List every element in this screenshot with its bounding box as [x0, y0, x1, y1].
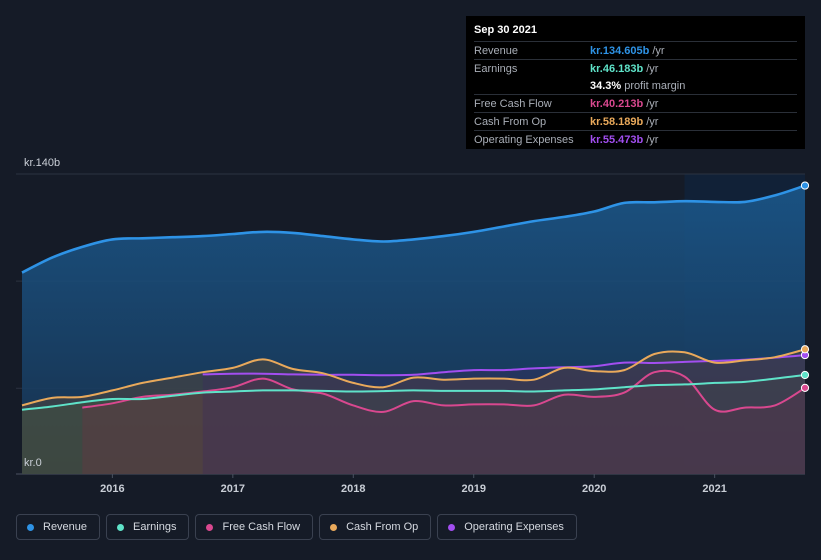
legend-item-revenue[interactable]: Revenue — [16, 514, 101, 540]
legend-label: Free Cash Flow — [222, 521, 301, 533]
free-cash-flow-line — [82, 369, 806, 413]
x-tick-label: 2019 — [461, 483, 485, 495]
tooltip-row: 34.3% profit margin — [474, 77, 797, 94]
earnings-line — [21, 374, 806, 411]
legend-label: Cash From Op — [346, 521, 419, 533]
legend-dot-icon — [117, 523, 125, 531]
free-cash-flow-area — [82, 370, 806, 474]
cash-from-op-end-dot — [800, 345, 810, 354]
series-lines — [21, 184, 806, 413]
y-axis-bottom-label: kr.0 — [24, 457, 42, 469]
tooltip-row-unit: /yr — [646, 133, 659, 146]
tooltip-row-unit: profit margin — [624, 79, 686, 92]
chart: kr.140b kr.0 2016 2017 2018 2019 2020 2021 — [16, 157, 810, 495]
tooltip-row-value: 34.3% — [590, 79, 622, 92]
tooltip-row: Revenue kr.134.605b/yr — [474, 41, 797, 59]
tooltip-row-unit: /yr — [646, 97, 659, 110]
tooltip-row-label: Earnings — [474, 62, 518, 75]
legend: Revenue Earnings Free Cash Flow Cash From O… — [16, 514, 577, 540]
x-tick-label: 2017 — [221, 483, 245, 495]
tooltip-row-label: Revenue — [474, 44, 519, 57]
legend-item-operating-expenses[interactable]: Operating Expenses — [437, 514, 577, 540]
legend-label: Operating Expenses — [464, 521, 564, 533]
tooltip-row: Cash From Op kr.58.189b/yr — [474, 112, 797, 130]
operating-expenses-line — [202, 354, 806, 377]
legend-item-free-cash-flow[interactable]: Free Cash Flow — [195, 514, 314, 540]
tooltip-row-value: kr.40.213b — [590, 97, 644, 110]
revenue-end-dot — [800, 181, 810, 190]
x-tick-label: 2020 — [582, 483, 606, 495]
x-tick-label: 2018 — [341, 483, 365, 495]
legend-dot-icon — [27, 523, 34, 531]
tooltip-row-unit: /yr — [646, 62, 659, 75]
tooltip-row-label: Cash From Op — [474, 115, 547, 128]
y-axis-top-label: kr.140b — [24, 157, 60, 169]
tooltip-row-unit: /yr — [652, 44, 665, 57]
tooltip-row: Operating Expenses kr.55.473b/yr — [474, 130, 797, 148]
tooltip-row-value: kr.46.183b — [590, 62, 644, 75]
tooltip-date: Sep 30 2021 — [474, 24, 537, 36]
tooltip-row-label: Operating Expenses — [474, 133, 574, 146]
tooltip-row-value: kr.58.189b — [590, 115, 644, 128]
legend-label: Revenue — [43, 521, 88, 533]
tooltip-row-value: kr.134.605b — [590, 44, 650, 57]
legend-label: Earnings — [133, 521, 177, 533]
cash-from-op-line — [21, 348, 806, 407]
legend-item-cash-from-op[interactable]: Cash From Op — [319, 514, 432, 540]
tooltip-row-unit: /yr — [646, 115, 659, 128]
free-cash-flow-end-dot — [800, 383, 810, 392]
x-axis-ticks: 2016 2017 2018 2019 2020 2021 — [100, 474, 727, 495]
revenue-line — [21, 184, 806, 274]
legend-item-earnings[interactable]: Earnings — [106, 514, 190, 540]
tooltip-row: Free Cash Flow kr.40.213b/yr — [474, 94, 797, 112]
tooltip-panel: Sep 30 2021 Revenue kr.134.605b/yr Earning… — [466, 16, 805, 149]
tooltip-rows: Revenue kr.134.605b/yr Earnings kr.46.183b /… — [474, 41, 797, 148]
earnings-area — [22, 375, 805, 474]
legend-dot-icon — [330, 523, 338, 531]
cash-from-op-area — [22, 349, 805, 474]
x-tick-label: 2016 — [100, 483, 124, 495]
tooltip-row-label: Free Cash Flow — [474, 97, 552, 110]
series-end-dots — [800, 181, 810, 392]
legend-dot-icon — [448, 523, 456, 531]
tooltip-row-value: kr.55.473b — [590, 133, 644, 146]
legend-dot-icon — [206, 523, 214, 531]
tooltip-row: Earnings kr.46.183b/yr — [474, 59, 797, 77]
x-tick-label: 2021 — [702, 483, 726, 495]
series-areas — [22, 185, 806, 474]
earnings-end-dot — [800, 370, 810, 380]
